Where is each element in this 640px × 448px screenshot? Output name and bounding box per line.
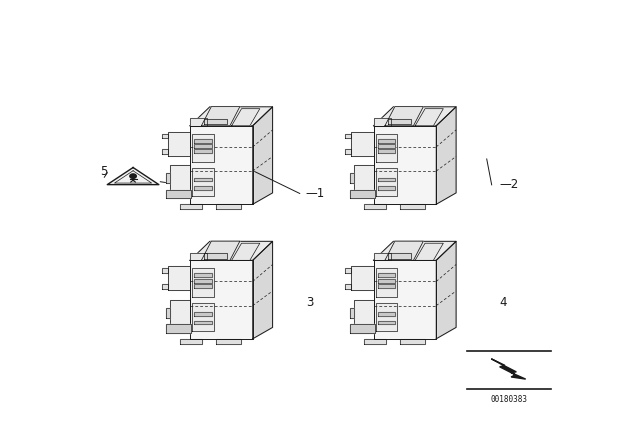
Polygon shape [180, 339, 202, 344]
Polygon shape [195, 149, 212, 153]
Polygon shape [374, 253, 390, 260]
Text: 00180383: 00180383 [490, 395, 527, 404]
Polygon shape [374, 126, 436, 204]
Polygon shape [190, 241, 273, 260]
Polygon shape [400, 204, 425, 209]
Polygon shape [193, 268, 214, 297]
Polygon shape [204, 254, 227, 258]
Polygon shape [193, 134, 214, 162]
Polygon shape [364, 339, 386, 344]
Polygon shape [216, 204, 241, 209]
Polygon shape [378, 284, 396, 288]
Polygon shape [180, 204, 202, 209]
Text: 5: 5 [100, 164, 108, 177]
Polygon shape [253, 107, 273, 204]
Polygon shape [385, 241, 423, 260]
Polygon shape [374, 241, 456, 260]
Polygon shape [195, 144, 212, 148]
Text: —1: —1 [306, 187, 325, 200]
Polygon shape [162, 134, 168, 138]
Text: —2: —2 [499, 178, 518, 191]
Polygon shape [166, 324, 191, 333]
Polygon shape [415, 109, 444, 126]
Polygon shape [168, 267, 190, 290]
Polygon shape [232, 109, 260, 126]
Polygon shape [108, 168, 159, 185]
Polygon shape [376, 168, 397, 196]
Polygon shape [195, 321, 212, 324]
Polygon shape [364, 204, 386, 209]
Polygon shape [374, 107, 456, 126]
Polygon shape [349, 173, 354, 184]
Polygon shape [170, 165, 190, 192]
Polygon shape [195, 186, 212, 190]
Polygon shape [170, 300, 190, 327]
Polygon shape [492, 359, 525, 379]
Polygon shape [349, 308, 354, 318]
Polygon shape [202, 107, 240, 126]
Polygon shape [378, 138, 396, 143]
Polygon shape [345, 268, 351, 273]
Polygon shape [190, 107, 273, 126]
Polygon shape [385, 107, 423, 126]
Polygon shape [253, 241, 273, 339]
Polygon shape [376, 268, 397, 297]
Polygon shape [190, 253, 207, 260]
Polygon shape [349, 324, 374, 333]
Polygon shape [354, 165, 374, 192]
Polygon shape [388, 119, 411, 124]
Polygon shape [204, 119, 227, 124]
Polygon shape [374, 118, 390, 126]
Polygon shape [436, 241, 456, 339]
Polygon shape [378, 144, 396, 148]
Polygon shape [351, 267, 374, 290]
Polygon shape [190, 260, 253, 339]
Polygon shape [349, 190, 374, 198]
Polygon shape [345, 284, 351, 289]
Polygon shape [351, 132, 374, 156]
Polygon shape [345, 149, 351, 154]
Polygon shape [162, 149, 168, 154]
Polygon shape [162, 284, 168, 289]
Polygon shape [195, 273, 212, 277]
Polygon shape [378, 321, 396, 324]
Polygon shape [376, 134, 397, 162]
Polygon shape [190, 126, 253, 204]
Polygon shape [202, 241, 240, 260]
Polygon shape [378, 279, 396, 283]
Polygon shape [374, 260, 436, 339]
Polygon shape [130, 174, 136, 178]
Polygon shape [195, 312, 212, 316]
Polygon shape [168, 132, 190, 156]
Polygon shape [195, 138, 212, 143]
Text: 4: 4 [499, 296, 507, 309]
Polygon shape [436, 107, 456, 204]
Polygon shape [378, 312, 396, 316]
Polygon shape [195, 178, 212, 181]
Polygon shape [190, 118, 207, 126]
Polygon shape [166, 190, 191, 198]
Polygon shape [415, 243, 444, 260]
Polygon shape [195, 284, 212, 288]
Polygon shape [376, 302, 397, 331]
Polygon shape [388, 254, 411, 258]
Polygon shape [193, 168, 214, 196]
Polygon shape [354, 300, 374, 327]
Polygon shape [195, 279, 212, 283]
Polygon shape [216, 339, 241, 344]
Polygon shape [345, 134, 351, 138]
Polygon shape [193, 302, 214, 331]
Polygon shape [162, 268, 168, 273]
Polygon shape [232, 243, 260, 260]
Polygon shape [378, 178, 396, 181]
Polygon shape [166, 308, 170, 318]
Text: 3: 3 [306, 296, 313, 309]
Polygon shape [166, 173, 170, 184]
Polygon shape [378, 149, 396, 153]
Polygon shape [378, 186, 396, 190]
Polygon shape [378, 273, 396, 277]
Polygon shape [400, 339, 425, 344]
